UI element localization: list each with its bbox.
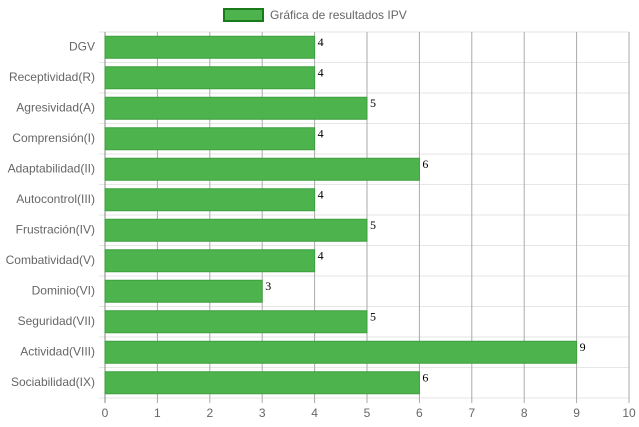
- y-tick-label: Adaptabilidad(II): [8, 161, 95, 175]
- value-label: 5: [370, 96, 376, 110]
- y-tick-label: Comprensión(I): [12, 131, 95, 145]
- value-label: 6: [422, 371, 428, 385]
- y-tick-label: Receptividad(R): [9, 70, 95, 84]
- x-tick-label: 10: [622, 406, 636, 420]
- x-tick-label: 6: [416, 406, 423, 420]
- bar: [104, 218, 368, 242]
- bar: [104, 188, 316, 212]
- x-tick-label: 3: [259, 406, 266, 420]
- y-tick-label: Frustración(IV): [16, 222, 95, 236]
- value-label: 4: [318, 188, 324, 202]
- y-tick-label: Autocontrol(III): [16, 192, 95, 206]
- value-label: 4: [318, 127, 324, 141]
- bar: [104, 371, 420, 395]
- value-label: 4: [318, 35, 324, 49]
- x-tick-label: 9: [573, 406, 580, 420]
- bar: [104, 310, 368, 334]
- bar: [104, 96, 368, 120]
- bar: [104, 340, 578, 364]
- bar: [104, 66, 316, 90]
- y-tick-label: Sociabilidad(IX): [11, 375, 95, 389]
- value-label: 6: [422, 157, 428, 171]
- bar: [104, 127, 316, 151]
- legend-label: Gráfica de resultados IPV: [270, 8, 407, 22]
- value-label: 9: [580, 340, 586, 354]
- x-tick-label: 2: [206, 406, 213, 420]
- legend-swatch: [223, 8, 264, 22]
- bar: [104, 249, 316, 273]
- bar: [104, 279, 263, 303]
- x-tick-label: 0: [102, 406, 109, 420]
- y-tick-label: Actividad(VIII): [20, 344, 95, 358]
- bar: [104, 157, 420, 181]
- x-tick-label: 7: [468, 406, 475, 420]
- x-tick-label: 8: [521, 406, 528, 420]
- value-label: 5: [370, 218, 376, 232]
- value-label: 3: [265, 279, 271, 293]
- y-tick-label: Combatividad(V): [6, 253, 95, 267]
- x-tick-label: 4: [311, 406, 318, 420]
- x-tick-label: 5: [364, 406, 371, 420]
- value-label: 4: [318, 249, 324, 263]
- bar: [104, 35, 316, 59]
- y-tick-label: DGV: [69, 39, 95, 53]
- y-tick-label: Agresividad(A): [16, 100, 95, 114]
- y-tick-label: Seguridad(VII): [18, 314, 95, 328]
- value-label: 4: [318, 66, 324, 80]
- y-tick-label: Dominio(VI): [32, 283, 95, 297]
- value-label: 5: [370, 310, 376, 324]
- x-tick-label: 1: [154, 406, 161, 420]
